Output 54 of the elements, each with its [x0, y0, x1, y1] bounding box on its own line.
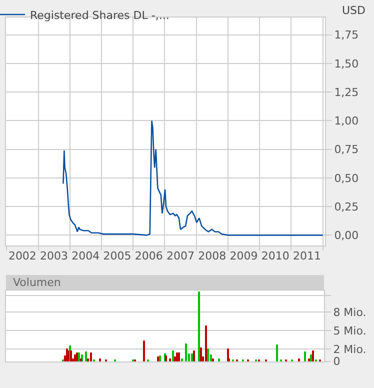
- x-tick-label: 2011: [292, 250, 321, 263]
- line-series: [62, 120, 324, 236]
- y-tick-label: 1,00: [334, 114, 359, 128]
- bar: [308, 358, 310, 362]
- x-tick-label: 2005: [103, 250, 132, 263]
- bar: [169, 358, 171, 362]
- bar: [185, 344, 187, 362]
- bar: [143, 340, 145, 362]
- bar: [174, 356, 176, 362]
- y-axis-title: USD: [342, 4, 366, 17]
- x-tick-label: 2008: [198, 250, 226, 263]
- y-tick-label: 8 Mio.: [333, 306, 366, 320]
- bar: [218, 358, 220, 362]
- bar: [80, 358, 82, 362]
- y-tick-label: 1,75: [334, 28, 359, 42]
- bar: [90, 352, 92, 362]
- bar: [205, 326, 207, 362]
- y-tick-label: 0,75: [334, 143, 359, 156]
- y-tick-label: 5 Mio.: [333, 324, 366, 338]
- bar: [85, 352, 87, 362]
- y-tick-label: 0: [333, 355, 340, 368]
- x-tick-label: 2010: [261, 250, 290, 263]
- bar: [212, 358, 214, 362]
- y-tick-label: 0,50: [334, 172, 359, 185]
- bar: [176, 352, 178, 362]
- bar: [310, 354, 312, 362]
- bar: [178, 352, 180, 362]
- bar: [181, 358, 183, 362]
- y-tick-label: 0,00: [334, 229, 359, 242]
- x-tick-label: 2006: [134, 250, 163, 263]
- bar: [312, 350, 314, 362]
- y-tick-label: 1,50: [334, 57, 359, 70]
- bar: [74, 354, 76, 362]
- bar: [200, 348, 202, 362]
- x-tick-label: 2009: [230, 250, 258, 263]
- bar: [198, 292, 200, 362]
- chart-title: Volumen: [13, 276, 61, 289]
- legend-label: Registered Shares DL -,...: [30, 8, 170, 22]
- x-tick-label: 2002: [8, 250, 36, 263]
- bar: [99, 358, 101, 362]
- bar: [276, 344, 278, 362]
- bar: [70, 350, 72, 362]
- bar: [193, 350, 195, 362]
- x-tick-label: 2007: [166, 250, 195, 263]
- x-tick-label: 2004: [72, 250, 100, 263]
- bar: [207, 348, 209, 362]
- y-tick-label: 2 Mio.: [333, 342, 366, 356]
- y-tick-label: 1,25: [334, 86, 359, 99]
- y-tick-label: 0,25: [334, 200, 359, 214]
- x-tick-label: 2003: [40, 250, 68, 263]
- bar: [298, 358, 300, 362]
- bar: [304, 352, 306, 362]
- bar: [172, 350, 174, 362]
- bar: [191, 354, 193, 362]
